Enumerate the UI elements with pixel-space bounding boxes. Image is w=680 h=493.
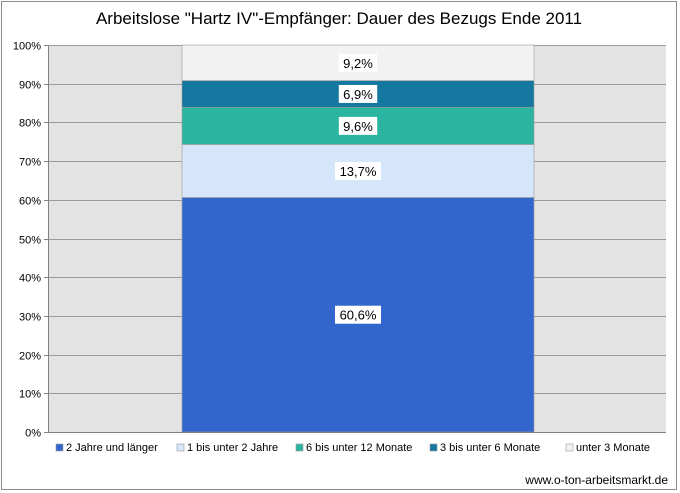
y-tick-label: 80%: [19, 118, 41, 130]
y-tick-label: 30%: [19, 312, 41, 324]
legend-swatch: [176, 443, 185, 452]
data-label-box: [338, 53, 378, 72]
data-label: 13,7%: [340, 164, 377, 179]
legend-swatch: [565, 443, 574, 452]
legend-swatch: [295, 443, 304, 452]
y-axis-ticks: 0% 10% 20% 30% 40% 50% 60% 70% 80% 90% 100%: [13, 41, 48, 440]
legend-entry: 6 bis unter 12 Monate: [306, 442, 412, 454]
y-tick-label: 70%: [19, 157, 41, 169]
chart-title: Arbeitslose "Hartz IV"-Empfänger: Dauer …: [96, 9, 582, 28]
data-label: 9,2%: [343, 56, 373, 71]
legend-swatch: [429, 443, 438, 452]
y-tick-label: 50%: [19, 235, 41, 247]
legend: 2 Jahre und länger 1 bis unter 2 Jahre 6 b…: [55, 442, 650, 454]
y-tick-label: 10%: [19, 389, 41, 401]
y-tick-label: 60%: [19, 196, 41, 208]
data-label-box: [335, 305, 381, 324]
y-tick-label: 100%: [13, 41, 41, 53]
legend-swatch: [55, 443, 64, 452]
data-label: 9,6%: [343, 119, 373, 134]
bar-segments: [181, 44, 535, 433]
legend-entry: unter 3 Monate: [576, 442, 650, 454]
y-tick-label: 40%: [19, 273, 41, 285]
data-label-box: [338, 84, 378, 103]
data-label-box: [338, 116, 378, 135]
legend-entry: 1 bis unter 2 Jahre: [187, 442, 278, 454]
y-tick-label: 0%: [25, 428, 41, 440]
data-labels: 60,6% 13,7% 9,6% 6,9% 9,2%: [335, 53, 381, 324]
data-label: 60,6%: [340, 308, 377, 323]
source-label: www.o-ton-arbeitsmarkt.de: [524, 473, 668, 487]
y-tick-label: 90%: [19, 80, 41, 92]
y-tick-label: 20%: [19, 351, 41, 363]
legend-entry: 3 bis unter 6 Monate: [440, 442, 540, 454]
legend-entry: 2 Jahre und länger: [66, 442, 158, 454]
data-label-box: [335, 161, 381, 180]
data-label: 6,9%: [343, 87, 373, 102]
